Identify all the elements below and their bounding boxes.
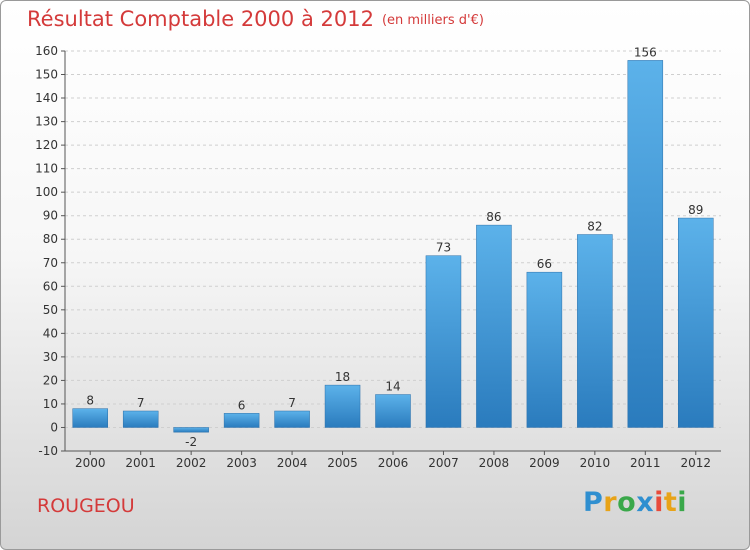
y-tick-label: 20 — [43, 373, 58, 387]
bar — [678, 217, 714, 428]
logo-letter: i — [654, 487, 664, 518]
proxiti-logo: Proxiti — [583, 487, 687, 518]
logo-letter: o — [617, 487, 637, 518]
y-tick-label: 140 — [35, 91, 58, 105]
data-label: 18 — [335, 370, 350, 384]
y-tick-label: 110 — [35, 162, 58, 176]
x-tick-label: 2008 — [479, 456, 510, 470]
data-label: -2 — [185, 435, 197, 449]
logo-letter: i — [677, 487, 688, 518]
chart-title: Résultat Comptable 2000 à 2012 (en millie… — [27, 7, 484, 31]
y-tick-label: 90 — [43, 209, 58, 223]
bar — [476, 224, 512, 428]
y-tick-label: 40 — [43, 326, 58, 340]
bar — [173, 427, 209, 433]
y-tick-label: -10 — [38, 444, 58, 458]
x-tick-label: 2002 — [176, 456, 207, 470]
y-tick-label: 30 — [43, 350, 58, 364]
x-tick-label: 2000 — [75, 456, 106, 470]
logo-letter: r — [603, 487, 618, 518]
y-tick-label: 0 — [50, 420, 58, 434]
data-label: 89 — [688, 203, 703, 217]
data-label: 8 — [86, 394, 94, 408]
bar — [72, 408, 108, 428]
commune-name: ROUGEOU — [37, 495, 135, 517]
bar — [375, 394, 411, 428]
data-label: 7 — [288, 396, 296, 410]
y-tick-label: 160 — [35, 44, 58, 58]
data-label: 66 — [537, 257, 552, 271]
bar — [577, 234, 613, 428]
unit-note: (en milliers d'€) — [381, 13, 484, 28]
y-tick-label: 100 — [35, 185, 58, 199]
x-tick-label: 2010 — [580, 456, 611, 470]
bar — [274, 410, 310, 428]
logo-letter: t — [663, 487, 678, 518]
y-tick-label: 150 — [35, 68, 58, 82]
data-label: 14 — [385, 380, 400, 394]
chart-title-text: Résultat Comptable 2000 à 2012 — [27, 7, 374, 31]
data-label: 82 — [587, 220, 602, 234]
bar — [223, 413, 260, 428]
logo-letter: x — [636, 487, 655, 518]
x-tick-label: 2006 — [378, 456, 409, 470]
data-label: 73 — [436, 241, 451, 255]
x-tick-label: 2012 — [680, 456, 711, 470]
bar — [122, 410, 159, 428]
y-tick-label: 60 — [43, 279, 58, 293]
y-tick-label: 80 — [43, 232, 58, 246]
bar — [425, 255, 462, 428]
y-tick-label: 50 — [43, 303, 58, 317]
y-tick-label: 10 — [43, 397, 58, 411]
y-tick-label: 70 — [43, 256, 58, 270]
logo-letter: P — [583, 487, 604, 518]
bar — [627, 60, 664, 428]
data-label: 7 — [137, 396, 145, 410]
x-tick-label: 2004 — [277, 456, 308, 470]
data-label: 156 — [634, 45, 657, 59]
x-tick-label: 2005 — [327, 456, 358, 470]
data-label: 6 — [238, 398, 246, 412]
bar — [526, 271, 563, 428]
y-tick-label: 130 — [35, 115, 58, 129]
y-tick-label: 120 — [35, 138, 58, 152]
x-tick-label: 2003 — [226, 456, 257, 470]
x-tick-label: 2009 — [529, 456, 560, 470]
data-label: 86 — [486, 210, 501, 224]
x-tick-label: 2001 — [125, 456, 156, 470]
x-tick-label: 2011 — [630, 456, 661, 470]
x-tick-label: 2007 — [428, 456, 459, 470]
bar — [324, 384, 361, 428]
